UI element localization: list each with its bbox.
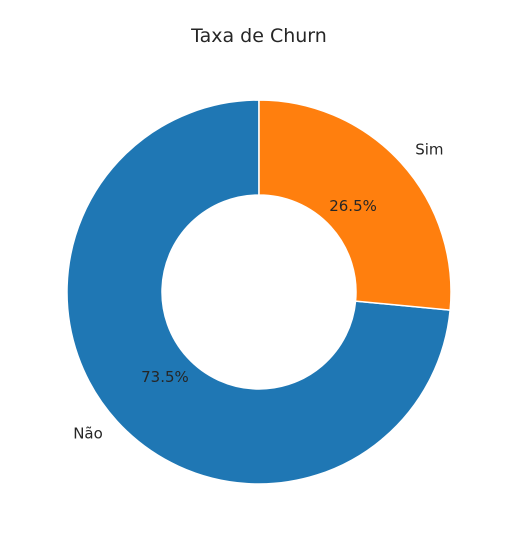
chart-title: Taxa de Churn — [190, 25, 327, 47]
slice-percent-label: 73.5% — [141, 368, 189, 386]
donut-slice-nao — [66, 99, 451, 485]
donut-slice-sim — [258, 99, 452, 311]
slice-labels: Não 73.5% Sim 26.5% — [73, 140, 443, 442]
slice-category-label: Sim — [415, 140, 443, 158]
slice-percent-label: 26.5% — [329, 197, 377, 215]
slice-category-label: Não — [73, 425, 103, 443]
donut-slices — [66, 99, 452, 485]
